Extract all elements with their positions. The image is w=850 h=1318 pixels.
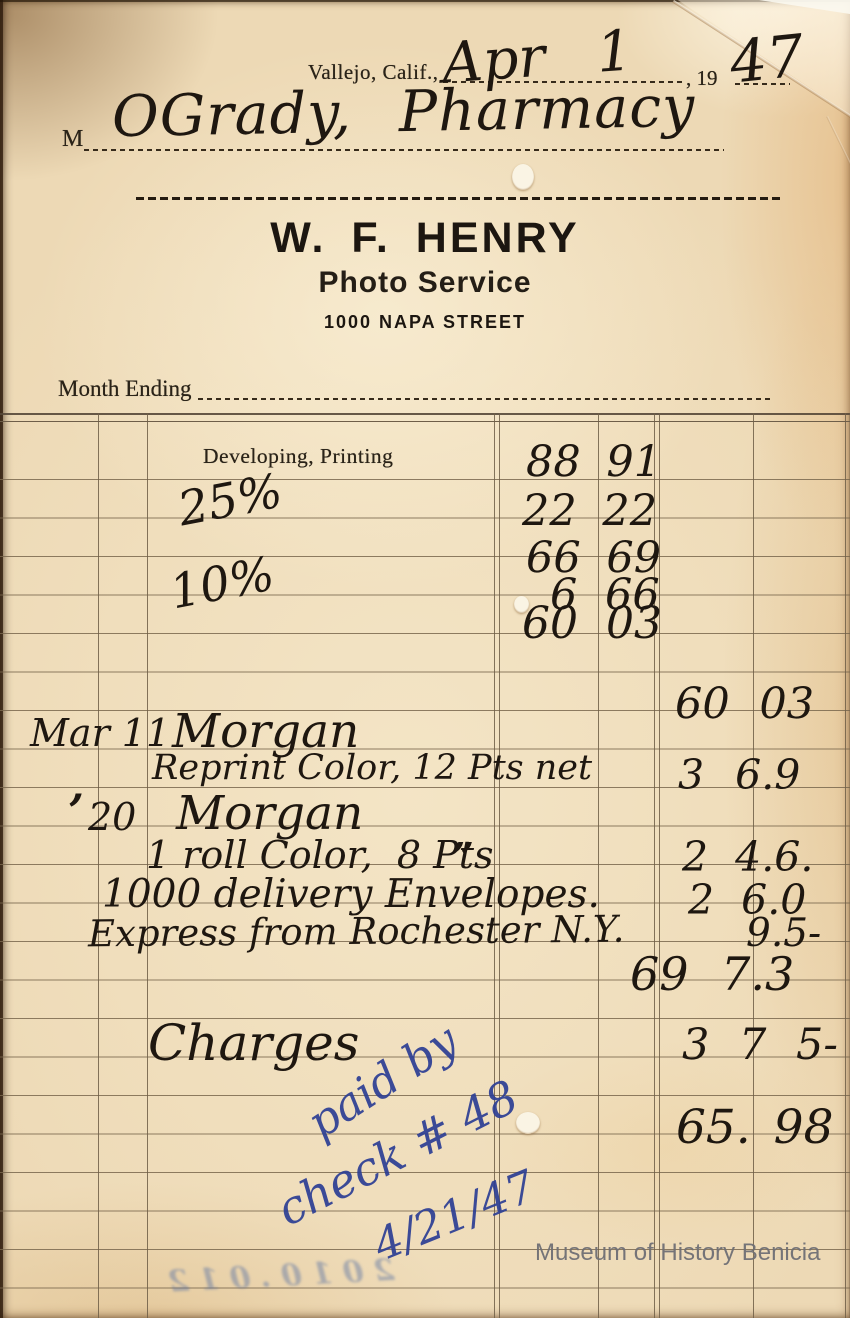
- business-name: W. F. HENRY: [270, 214, 580, 262]
- entry-date-2: 20: [88, 795, 137, 839]
- entry-desc-3: 1000 delivery Envelopes.: [102, 872, 600, 917]
- amount-gross: 88 91: [526, 437, 662, 487]
- business-address: 1000 NAPA STREET: [323, 312, 527, 332]
- amount-net: 60 03: [522, 598, 662, 649]
- ledger-vline-3a: [494, 413, 495, 1318]
- ledger-vline-5b: [659, 413, 660, 1318]
- divider-dashed-line: [136, 197, 784, 200]
- business-service: Photo Service: [318, 266, 532, 299]
- amount-discount-25: 22 22: [522, 486, 658, 536]
- subtotal-amount: 69 7.3: [630, 947, 795, 1001]
- ditto-date-mark: ’: [68, 784, 85, 838]
- ledger-vline-3b: [499, 413, 500, 1318]
- entry-date-1: Mar 11: [30, 711, 171, 755]
- addressee-underline: [84, 149, 724, 151]
- item-printed: Developing, Printing: [203, 444, 394, 468]
- museum-watermark: Museum of History Benicia: [535, 1239, 821, 1266]
- entry-amount-1: 3 6.9: [678, 751, 801, 799]
- charges-label: Charges: [148, 1014, 360, 1072]
- date-underline-2: [735, 83, 790, 85]
- entry-amount-3: 2 6.0: [688, 876, 807, 924]
- ledger-vline-4: [598, 413, 599, 1318]
- handwritten-year: 47: [726, 21, 808, 97]
- ledger-vline-1: [98, 413, 99, 1318]
- entry-desc-1: Reprint Color, 12 Pts net: [152, 748, 593, 788]
- ledger-hlines: [0, 479, 850, 1318]
- charges-amount: 3 7 5-: [682, 1020, 838, 1070]
- paper-hole-2: [514, 596, 529, 613]
- month-ending-label: Month Ending: [58, 376, 192, 401]
- ditto-mark-2: ”: [452, 834, 474, 879]
- entry-desc-4: Express from Rochester N.Y.: [87, 907, 625, 956]
- ledger-vline-7: [845, 413, 846, 1318]
- fold-crease-2-icon: [826, 116, 850, 225]
- top-edge-shadow: [0, 0, 850, 2]
- date-underline: [443, 81, 683, 83]
- month-ending-underline: [198, 398, 770, 400]
- ledger-vline-6: [753, 413, 754, 1318]
- paper-hole-1: [512, 164, 534, 190]
- ledger-vline-5a: [654, 413, 655, 1318]
- paper-hole-3: [516, 1112, 540, 1134]
- handwritten-addressee: OGrady, Pharmacy: [111, 73, 696, 151]
- addressee-label: M: [62, 126, 84, 152]
- balance-forward: 60 03: [675, 679, 815, 729]
- table-top-rule-2: [0, 421, 850, 422]
- entry-desc-2: 1 roll Color, 8 Pts: [146, 833, 494, 877]
- entry-amount-4: 9.5-: [746, 911, 822, 956]
- total-paid-amount: 65. 98: [676, 1100, 834, 1155]
- place-label: Vallejo, Calif.,: [308, 60, 439, 84]
- entry-customer-2: Morgan: [176, 786, 364, 841]
- amount-discount-10: 6 66: [550, 570, 660, 620]
- ledger-vline-2: [147, 413, 148, 1318]
- entry-amount-2: 2 4.6.: [682, 833, 814, 881]
- amount-net-25: 66 69: [526, 533, 662, 583]
- table-top-rule: [0, 413, 850, 415]
- entry-customer-1: Morgan: [172, 704, 360, 759]
- year-prefix: , 19: [686, 66, 718, 90]
